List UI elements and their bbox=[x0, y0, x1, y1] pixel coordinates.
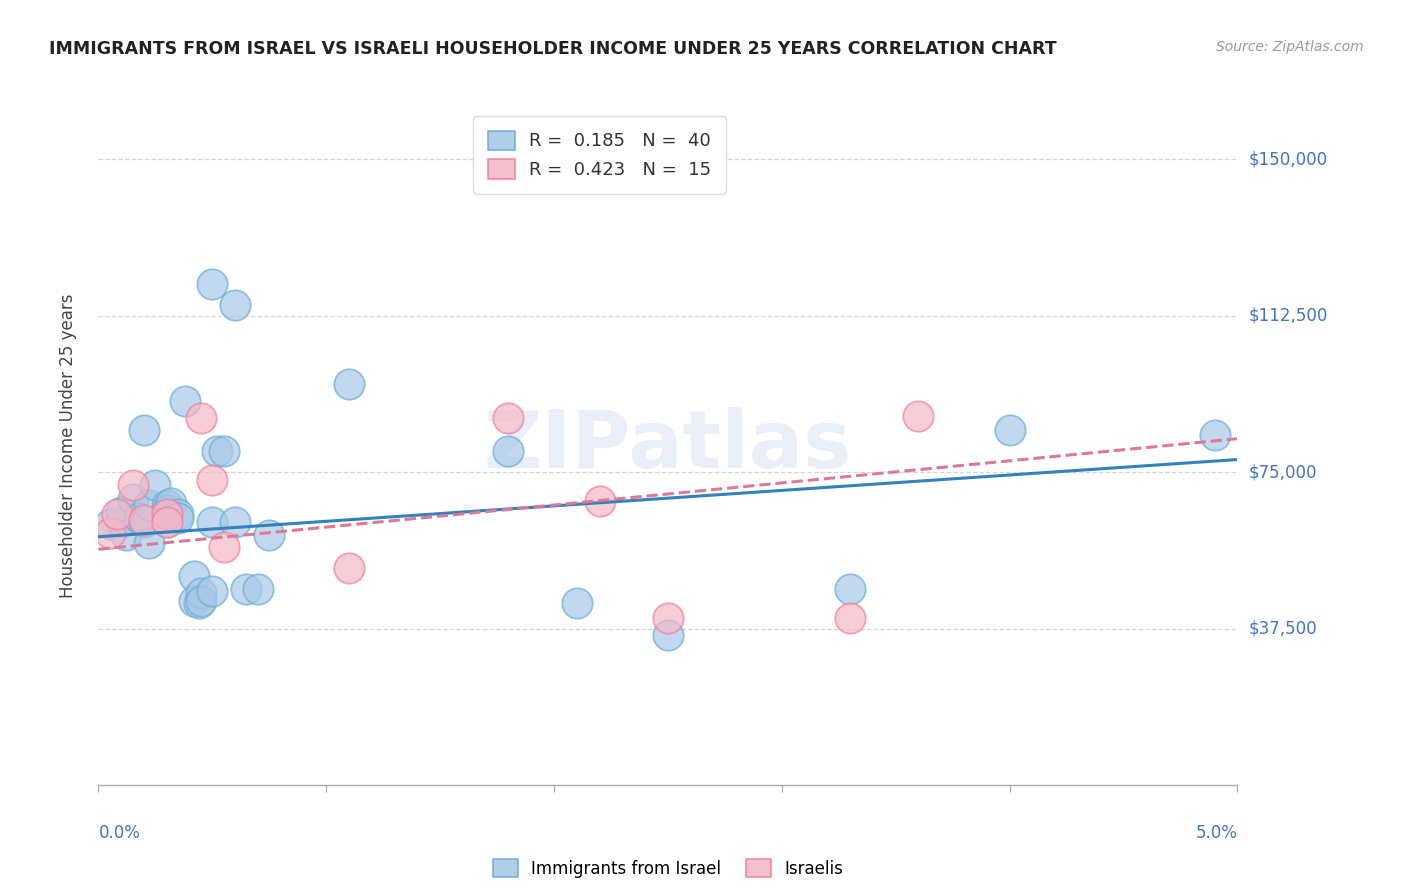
Point bbox=[839, 611, 862, 625]
Point bbox=[156, 515, 179, 529]
Point bbox=[132, 513, 155, 527]
Point bbox=[110, 515, 132, 529]
Point bbox=[201, 474, 224, 488]
Point bbox=[156, 507, 179, 521]
Point bbox=[160, 496, 183, 510]
Point bbox=[114, 527, 136, 541]
Point bbox=[187, 597, 209, 611]
Point bbox=[174, 394, 197, 409]
Point bbox=[212, 540, 235, 554]
Text: Source: ZipAtlas.com: Source: ZipAtlas.com bbox=[1216, 40, 1364, 54]
Point bbox=[839, 582, 862, 596]
Point bbox=[246, 582, 269, 596]
Y-axis label: Householder Income Under 25 years: Householder Income Under 25 years bbox=[59, 293, 77, 599]
Point bbox=[156, 499, 179, 513]
Point bbox=[167, 507, 190, 521]
Point bbox=[224, 298, 246, 312]
Text: $112,500: $112,500 bbox=[1249, 307, 1327, 325]
Point bbox=[588, 494, 610, 508]
Text: 0.0%: 0.0% bbox=[98, 824, 141, 842]
Point bbox=[128, 511, 150, 525]
Point bbox=[337, 561, 360, 575]
Point bbox=[212, 444, 235, 458]
Point bbox=[105, 507, 128, 521]
Point bbox=[498, 410, 520, 425]
Point bbox=[201, 584, 224, 599]
Point bbox=[190, 586, 212, 600]
Point bbox=[657, 611, 679, 625]
Text: 5.0%: 5.0% bbox=[1195, 824, 1237, 842]
Point bbox=[201, 277, 224, 292]
Point bbox=[1204, 427, 1226, 442]
Point bbox=[498, 444, 520, 458]
Point bbox=[190, 410, 212, 425]
Point bbox=[907, 409, 929, 423]
Point bbox=[98, 525, 121, 540]
Point bbox=[657, 628, 679, 642]
Point bbox=[201, 515, 224, 529]
Point bbox=[235, 582, 257, 596]
Point bbox=[156, 515, 179, 529]
Text: $150,000: $150,000 bbox=[1249, 150, 1327, 169]
Text: ZIPatlas: ZIPatlas bbox=[484, 407, 852, 485]
Point bbox=[121, 477, 143, 491]
Point bbox=[145, 477, 167, 491]
Point bbox=[183, 569, 205, 583]
Point bbox=[121, 492, 143, 507]
Point bbox=[110, 505, 132, 519]
Point bbox=[167, 511, 190, 525]
Point bbox=[132, 515, 155, 529]
Point bbox=[98, 517, 121, 532]
Text: $37,500: $37,500 bbox=[1249, 620, 1317, 638]
Text: IMMIGRANTS FROM ISRAEL VS ISRAELI HOUSEHOLDER INCOME UNDER 25 YEARS CORRELATION : IMMIGRANTS FROM ISRAEL VS ISRAELI HOUSEH… bbox=[49, 40, 1057, 58]
Legend: Immigrants from Israel, Israelis: Immigrants from Israel, Israelis bbox=[481, 847, 855, 889]
Point bbox=[190, 594, 212, 608]
Point bbox=[205, 444, 228, 458]
Point bbox=[183, 594, 205, 608]
Point bbox=[138, 499, 160, 513]
Point bbox=[138, 536, 160, 550]
Point bbox=[132, 423, 155, 437]
Text: $75,000: $75,000 bbox=[1249, 463, 1317, 481]
Point bbox=[259, 527, 281, 541]
Point bbox=[224, 515, 246, 529]
Point bbox=[565, 597, 588, 611]
Point bbox=[156, 502, 179, 516]
Point bbox=[337, 377, 360, 392]
Point bbox=[998, 423, 1021, 437]
